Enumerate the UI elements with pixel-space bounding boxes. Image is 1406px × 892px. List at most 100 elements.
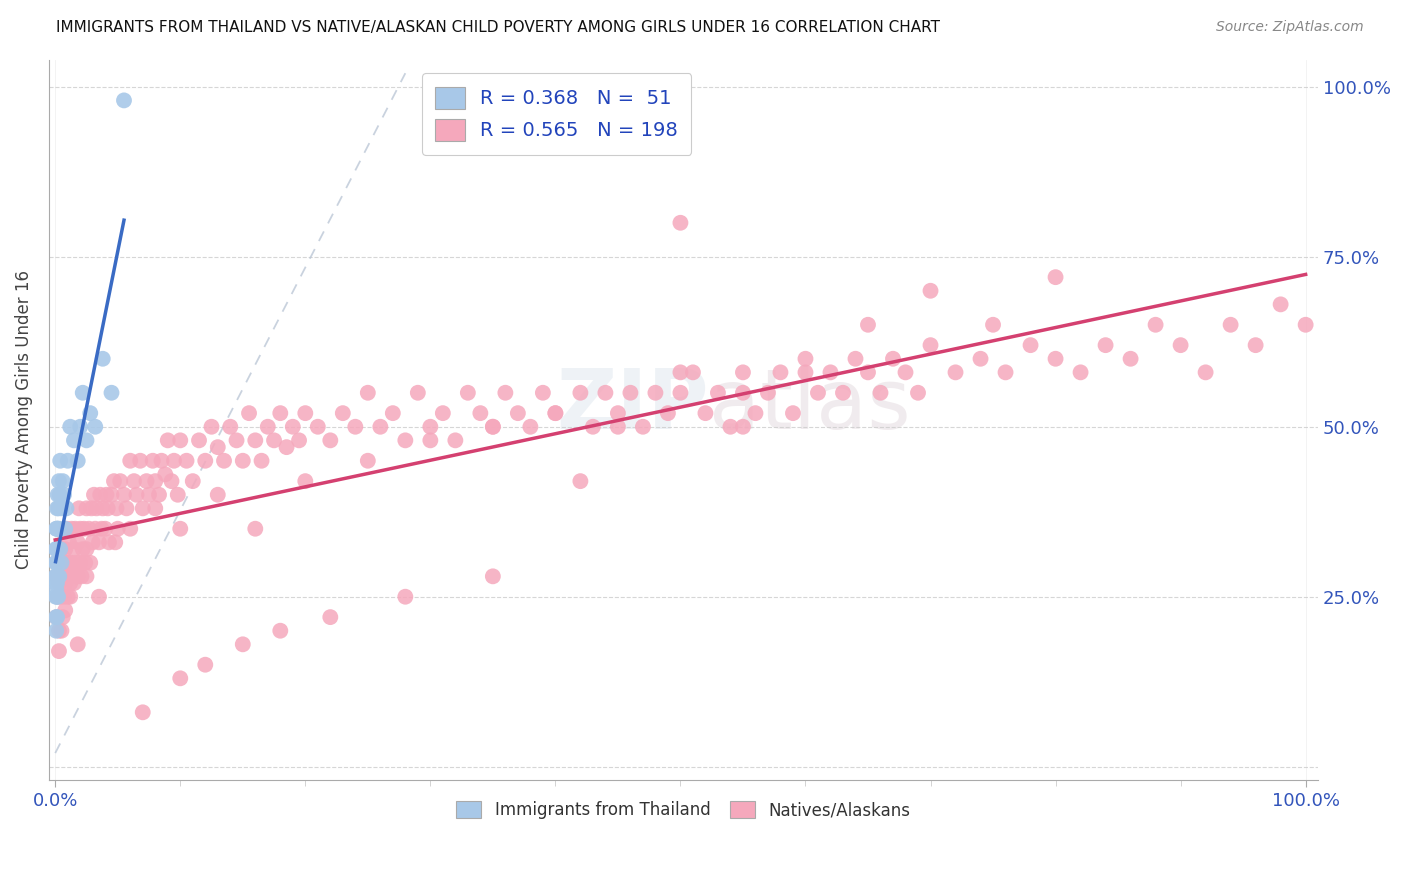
Point bbox=[200, 419, 222, 434]
Point bbox=[1170, 338, 1192, 352]
Point bbox=[55, 569, 77, 583]
Point bbox=[53, 556, 76, 570]
Point bbox=[60, 556, 83, 570]
Point bbox=[148, 488, 170, 502]
Point bbox=[132, 501, 155, 516]
Point bbox=[219, 419, 242, 434]
Point bbox=[894, 365, 917, 379]
Point bbox=[51, 569, 73, 583]
Point bbox=[49, 454, 72, 468]
Point bbox=[112, 488, 135, 502]
Y-axis label: Child Poverty Among Girls Under 16: Child Poverty Among Girls Under 16 bbox=[15, 270, 32, 569]
Point bbox=[669, 385, 692, 400]
Point bbox=[79, 556, 101, 570]
Point bbox=[46, 569, 69, 583]
Point bbox=[1194, 365, 1216, 379]
Point bbox=[80, 501, 103, 516]
Point bbox=[194, 454, 217, 468]
Point bbox=[53, 522, 76, 536]
Point bbox=[994, 365, 1017, 379]
Point bbox=[1219, 318, 1241, 332]
Point bbox=[907, 385, 929, 400]
Point bbox=[370, 419, 392, 434]
Point bbox=[238, 406, 260, 420]
Point bbox=[595, 385, 617, 400]
Point bbox=[66, 637, 89, 651]
Point bbox=[46, 522, 69, 536]
Point bbox=[794, 351, 817, 366]
Point bbox=[56, 590, 79, 604]
Point bbox=[856, 318, 879, 332]
Point bbox=[97, 501, 120, 516]
Point bbox=[269, 624, 291, 638]
Point bbox=[53, 603, 76, 617]
Point bbox=[160, 474, 183, 488]
Point bbox=[45, 522, 67, 536]
Point bbox=[63, 542, 86, 557]
Point bbox=[143, 501, 166, 516]
Point bbox=[58, 569, 80, 583]
Point bbox=[104, 535, 127, 549]
Point bbox=[155, 467, 177, 482]
Point bbox=[276, 440, 298, 454]
Point bbox=[544, 406, 567, 420]
Point bbox=[945, 365, 967, 379]
Point bbox=[77, 522, 100, 536]
Point bbox=[695, 406, 717, 420]
Point bbox=[63, 434, 86, 448]
Point bbox=[48, 474, 70, 488]
Point bbox=[46, 522, 69, 536]
Text: atlas: atlas bbox=[709, 365, 911, 446]
Point bbox=[65, 522, 87, 536]
Point bbox=[45, 556, 67, 570]
Point bbox=[832, 385, 855, 400]
Point bbox=[263, 434, 285, 448]
Point bbox=[457, 385, 479, 400]
Point bbox=[53, 590, 76, 604]
Point bbox=[419, 419, 441, 434]
Point bbox=[582, 419, 605, 434]
Point bbox=[132, 706, 155, 720]
Point bbox=[506, 406, 529, 420]
Point bbox=[79, 406, 101, 420]
Point bbox=[142, 454, 165, 468]
Point bbox=[112, 94, 135, 108]
Point bbox=[1045, 270, 1067, 285]
Point bbox=[482, 419, 505, 434]
Point bbox=[294, 474, 316, 488]
Point bbox=[89, 488, 111, 502]
Point bbox=[194, 657, 217, 672]
Point bbox=[45, 576, 67, 591]
Point bbox=[138, 488, 160, 502]
Point bbox=[45, 522, 67, 536]
Point bbox=[619, 385, 641, 400]
Point bbox=[49, 590, 72, 604]
Point bbox=[731, 385, 754, 400]
Point bbox=[48, 624, 70, 638]
Point bbox=[45, 569, 67, 583]
Point bbox=[981, 318, 1004, 332]
Point bbox=[394, 434, 416, 448]
Point bbox=[45, 624, 67, 638]
Point bbox=[129, 454, 152, 468]
Point bbox=[1270, 297, 1292, 311]
Point bbox=[250, 454, 273, 468]
Point bbox=[820, 365, 842, 379]
Point bbox=[782, 406, 804, 420]
Point bbox=[232, 637, 254, 651]
Point bbox=[720, 419, 742, 434]
Point bbox=[107, 522, 129, 536]
Point bbox=[86, 501, 108, 516]
Point bbox=[856, 365, 879, 379]
Point bbox=[606, 419, 628, 434]
Point bbox=[294, 406, 316, 420]
Point bbox=[45, 610, 67, 624]
Point bbox=[66, 454, 89, 468]
Point bbox=[1094, 338, 1116, 352]
Point bbox=[76, 542, 98, 557]
Point bbox=[169, 671, 191, 685]
Point bbox=[135, 474, 157, 488]
Point bbox=[84, 419, 107, 434]
Point bbox=[381, 406, 404, 420]
Text: ZIP: ZIP bbox=[557, 365, 709, 446]
